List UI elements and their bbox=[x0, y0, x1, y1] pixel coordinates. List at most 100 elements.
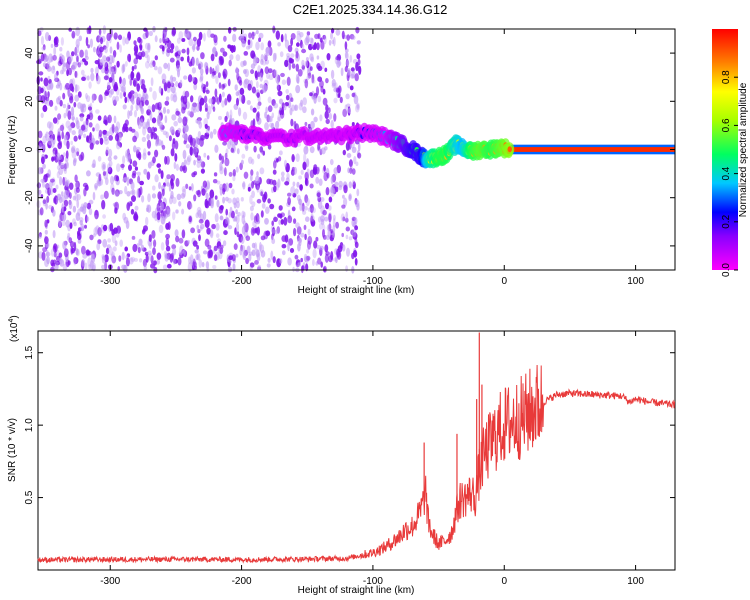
noise-cell bbox=[79, 113, 85, 118]
noise-cell bbox=[354, 73, 359, 82]
noise-cell bbox=[171, 30, 176, 37]
noise-cell bbox=[192, 36, 197, 42]
noise-cell bbox=[187, 239, 191, 245]
noise-cell bbox=[74, 46, 78, 56]
noise-cell bbox=[179, 252, 184, 259]
noise-cell bbox=[265, 206, 270, 214]
noise-cell bbox=[133, 145, 137, 153]
noise-cell bbox=[175, 235, 180, 243]
noise-cell bbox=[190, 227, 196, 234]
noise-cell bbox=[286, 172, 290, 180]
noise-cell bbox=[148, 62, 154, 68]
noise-cell bbox=[131, 66, 135, 72]
noise-cell bbox=[147, 44, 151, 53]
noise-cell bbox=[284, 234, 289, 243]
noise-cell bbox=[305, 197, 310, 207]
noise-cell bbox=[44, 31, 50, 42]
noise-cell bbox=[111, 255, 117, 264]
noise-cell bbox=[196, 38, 201, 47]
noise-cell bbox=[349, 54, 353, 63]
noise-cell bbox=[345, 93, 350, 100]
noise-cell bbox=[90, 67, 94, 74]
noise-cell bbox=[301, 43, 305, 50]
noise-cell bbox=[356, 104, 360, 110]
noise-cell bbox=[178, 251, 183, 256]
noise-cell bbox=[345, 211, 349, 220]
noise-cell bbox=[206, 29, 212, 38]
noise-cell bbox=[68, 27, 72, 32]
noise-cell bbox=[69, 222, 73, 230]
noise-cell bbox=[224, 98, 228, 106]
noise-cell bbox=[340, 67, 344, 77]
noise-cell bbox=[264, 66, 269, 74]
noise-cell bbox=[111, 229, 115, 236]
noise-cell bbox=[281, 244, 287, 249]
noise-cell bbox=[182, 188, 187, 198]
noise-cell bbox=[42, 44, 46, 51]
noise-cell bbox=[161, 144, 166, 150]
noise-cell bbox=[320, 261, 324, 268]
signal-band-core bbox=[510, 147, 675, 152]
noise-cell bbox=[228, 182, 233, 189]
noise-cell bbox=[295, 63, 299, 72]
noise-cell bbox=[187, 74, 193, 83]
noise-cell bbox=[76, 199, 79, 209]
noise-cell bbox=[196, 155, 201, 161]
noise-cell bbox=[121, 251, 125, 261]
noise-cell bbox=[265, 46, 271, 54]
noise-cell bbox=[290, 118, 294, 127]
noise-cell bbox=[126, 191, 131, 197]
noise-cell bbox=[279, 150, 283, 156]
noise-cell bbox=[330, 187, 336, 194]
noise-cell bbox=[214, 144, 219, 153]
noise-cell bbox=[46, 256, 50, 265]
noise-cell bbox=[44, 229, 48, 235]
noise-cell bbox=[259, 83, 264, 89]
noise-cell bbox=[44, 219, 48, 228]
noise-cell bbox=[354, 197, 358, 205]
noise-cell bbox=[243, 171, 249, 179]
colorbar-tick-label: 0.0 bbox=[721, 263, 732, 277]
noise-cell bbox=[334, 181, 339, 187]
noise-cell bbox=[147, 105, 152, 112]
noise-cell bbox=[154, 35, 158, 43]
noise-cell bbox=[163, 82, 168, 92]
noise-cell bbox=[311, 74, 315, 84]
noise-cell bbox=[143, 168, 148, 175]
noise-cell bbox=[293, 218, 297, 224]
noise-cell bbox=[243, 69, 247, 75]
noise-cell bbox=[72, 195, 77, 201]
noise-cell bbox=[178, 237, 184, 244]
noise-cell bbox=[187, 110, 191, 116]
noise-cell bbox=[65, 120, 71, 129]
noise-cell bbox=[324, 110, 329, 120]
noise-cell bbox=[181, 38, 186, 42]
noise-cell bbox=[267, 257, 271, 263]
noise-cell bbox=[63, 248, 69, 258]
signal-cell bbox=[507, 146, 512, 153]
figure-title: C2E1.2025.334.14.36.G12 bbox=[293, 2, 448, 17]
noise-cell bbox=[196, 245, 200, 250]
noise-cell bbox=[274, 52, 277, 61]
noise-cell bbox=[319, 222, 323, 230]
noise-cell bbox=[264, 122, 269, 131]
noise-cell bbox=[40, 194, 44, 199]
noise-cell bbox=[284, 59, 289, 68]
noise-cell bbox=[132, 78, 138, 87]
noise-cell bbox=[77, 91, 82, 98]
noise-cell bbox=[238, 233, 243, 243]
noise-cell bbox=[122, 63, 126, 73]
noise-cell bbox=[128, 164, 132, 171]
noise-cell bbox=[114, 240, 118, 247]
noise-cell bbox=[146, 54, 150, 64]
noise-cell bbox=[68, 200, 73, 210]
noise-cell bbox=[142, 258, 147, 268]
noise-cell bbox=[62, 176, 66, 186]
noise-cell bbox=[306, 158, 310, 168]
noise-cell bbox=[53, 245, 57, 253]
noise-cell bbox=[247, 39, 251, 46]
noise-cell bbox=[143, 148, 147, 157]
noise-cell bbox=[299, 31, 304, 38]
noise-cell bbox=[297, 69, 303, 77]
noise-cell bbox=[71, 116, 75, 121]
